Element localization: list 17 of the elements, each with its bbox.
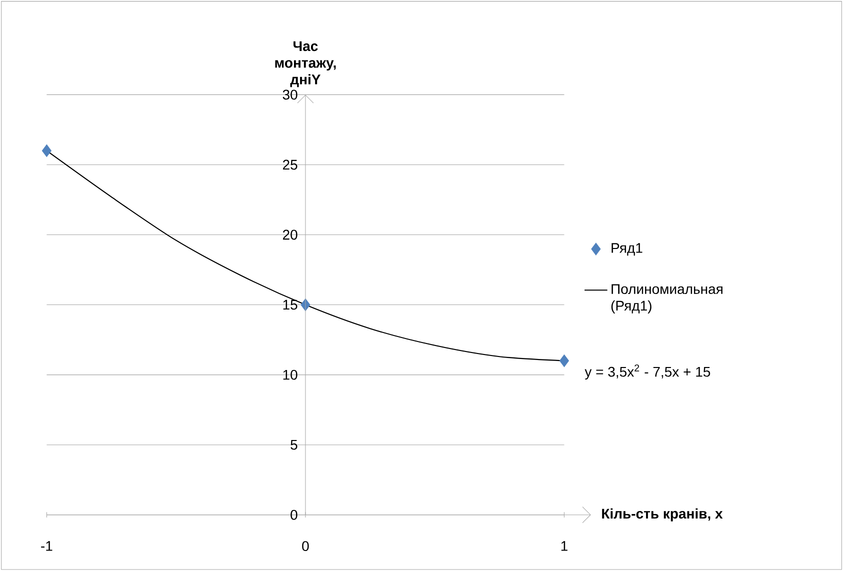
legend-label: Полиномиальная (Ряд1) (611, 284, 722, 314)
y-axis-title: Час монтажу, дніY (275, 41, 336, 88)
x-tick-label: 1 (561, 541, 568, 551)
x-tick-label: 0 (302, 541, 309, 552)
point (559, 354, 569, 368)
y-tick-label: 15 (283, 300, 298, 310)
y-tick-label: 0 (290, 510, 298, 520)
x-axis-title: Кіль-сть кранів, x (602, 508, 723, 522)
y-tick-label: 20 (282, 230, 298, 240)
x-tick-label: -1 (41, 541, 52, 551)
legend-label: Ряд1 (612, 243, 642, 256)
y-tick-label: 25 (282, 160, 298, 170)
point (42, 144, 52, 158)
y-tick-label: 5 (290, 440, 298, 450)
y-tick-label: 30 (282, 90, 298, 100)
text: y = 3,5x$^{2}$ - 7,5x + 15 (584, 364, 710, 380)
y-tick-label: 10 (283, 370, 298, 380)
